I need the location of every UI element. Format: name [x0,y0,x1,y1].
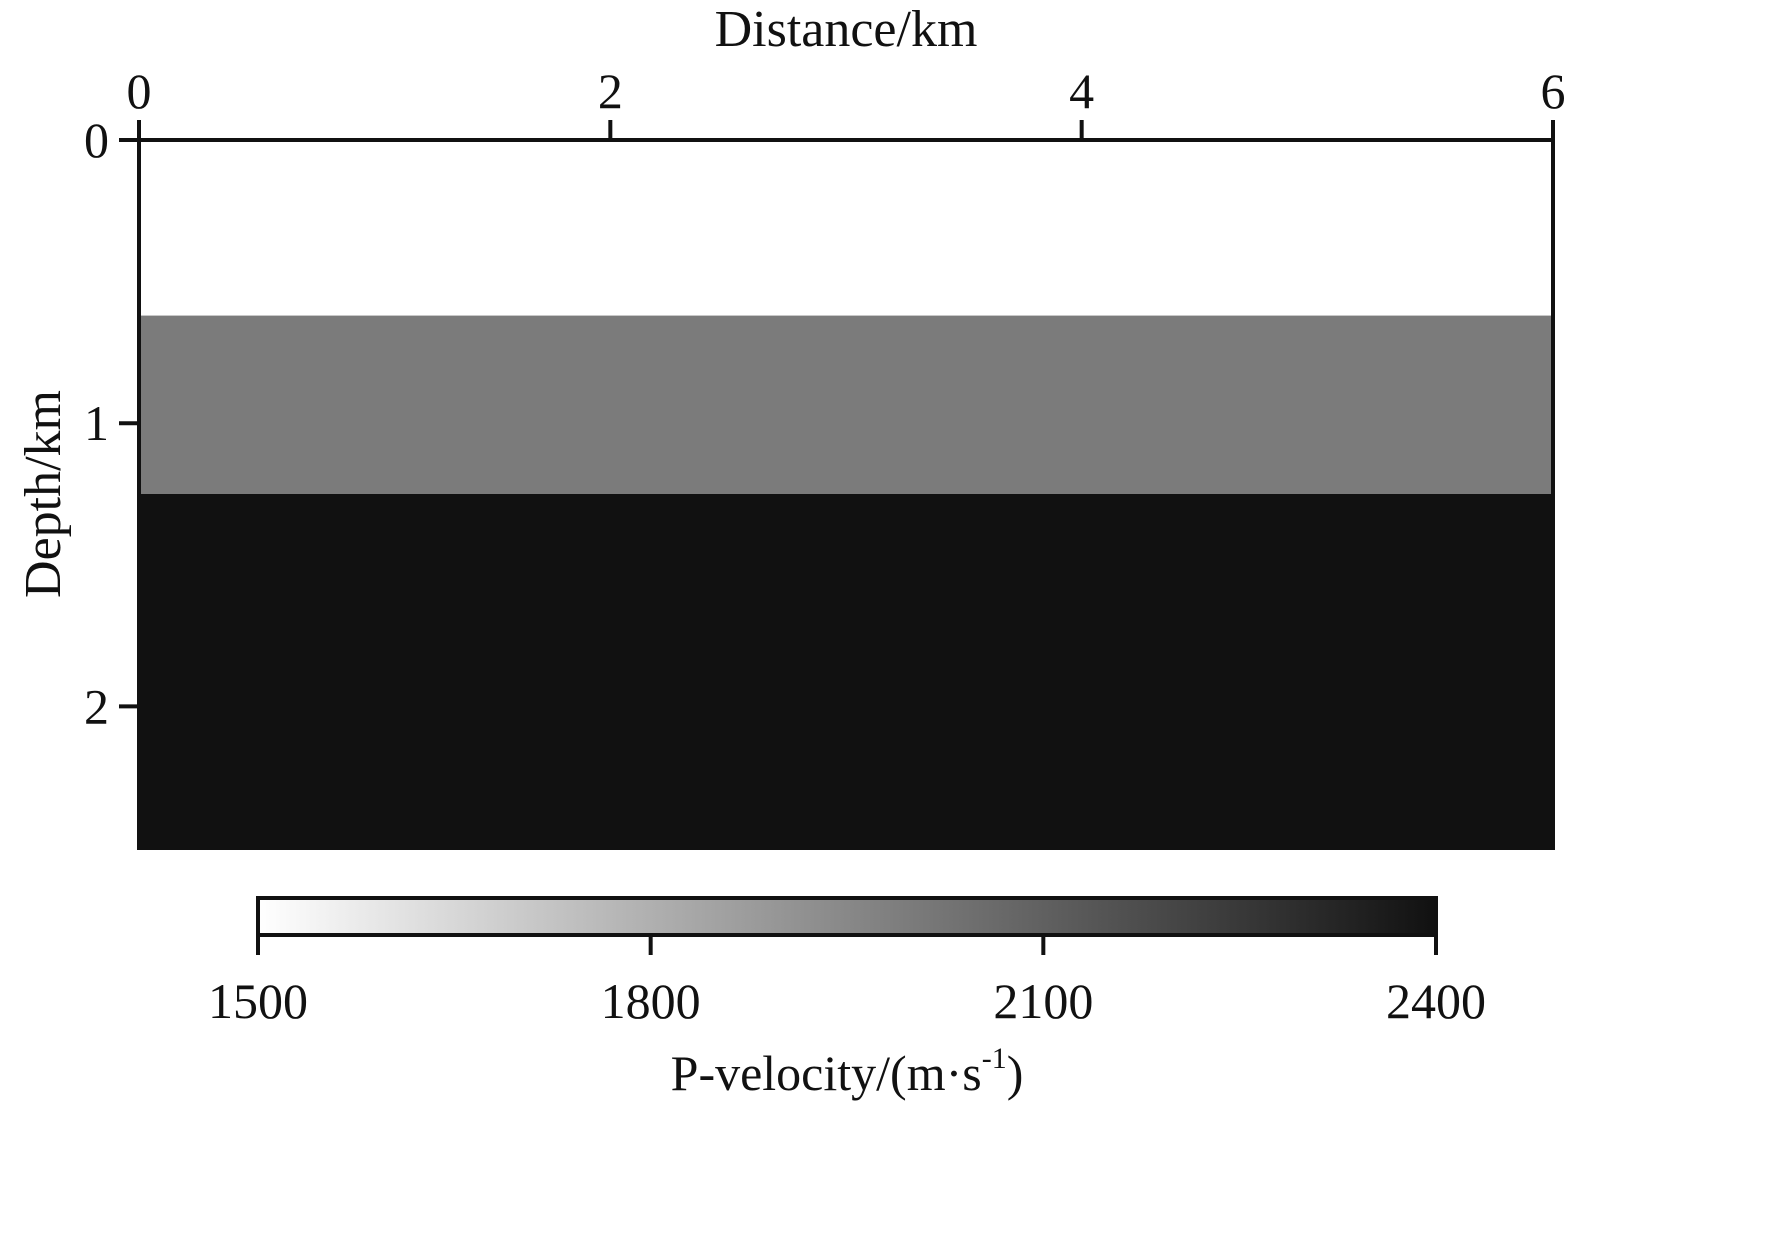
colorbar [256,896,1438,937]
colorbar-tick-label: 1800 [601,973,701,1029]
y-axis-ticks: 0 1 2 [84,112,139,734]
velocity-layers [139,140,1553,848]
x-tick-label: 4 [1069,63,1094,119]
colorbar-label: P-velocity/(m·s-1) [671,1042,1024,1101]
x-tick-label: 6 [1541,63,1566,119]
x-tick-label: 2 [598,63,623,119]
y-tick-label: 0 [84,112,109,168]
x-axis-ticks: 0 2 4 6 [127,63,1566,140]
y-tick-label: 1 [84,395,109,451]
colorbar-label-suffix: ) [1007,1045,1024,1101]
colorbar-tick-label: 2100 [993,973,1093,1029]
velocity-layer-2 [139,315,1553,494]
colorbar-ticks: 1500 1800 2100 2400 [208,935,1486,1029]
colorbar-tick-label: 1500 [208,973,308,1029]
y-tick-label: 2 [84,678,109,734]
colorbar-label-main: P-velocity/(m·s [671,1045,982,1101]
plot-frame [137,138,1555,850]
colorbar-tick-label: 2400 [1386,973,1486,1029]
velocity-layer-1 [139,140,1553,316]
y-axis-label: Depth/km [15,390,72,598]
x-tick-label: 0 [127,63,152,119]
velocity-layer-3 [139,494,1553,848]
x-axis-label: Distance/km [715,1,978,58]
colorbar-label-superscript: -1 [982,1042,1007,1075]
